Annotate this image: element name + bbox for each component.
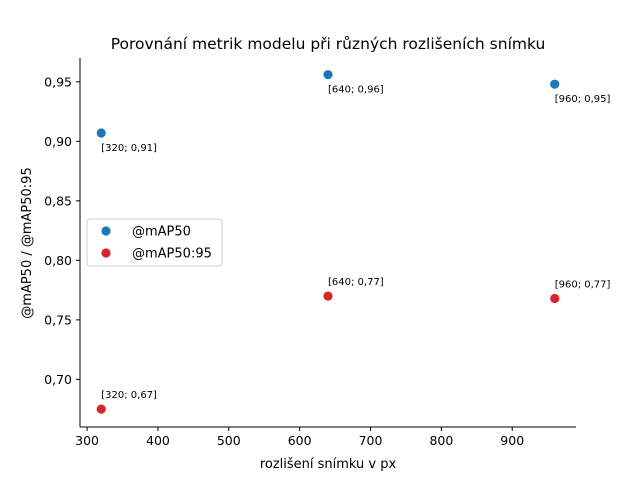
y-tick-label: 0,95 xyxy=(44,74,72,89)
scatter-point xyxy=(550,293,560,304)
data-labels: [320; 0,91] [640; 0,96] [960; 0,95] [320; 0… xyxy=(101,85,610,401)
axes xyxy=(79,58,576,428)
y-tick-label: 0,75 xyxy=(44,312,72,327)
scatter-point xyxy=(550,79,560,89)
data-label: [640; 0,96] xyxy=(328,85,384,96)
data-label: [640; 0,77] xyxy=(328,277,384,288)
x-tick-label: 700 xyxy=(359,433,383,448)
y-tick-label: 0,85 xyxy=(44,193,72,208)
x-axis-label: rozlišení snímku v px xyxy=(260,457,397,472)
y-tick-label: 0,70 xyxy=(44,372,72,387)
x-tick-label: 500 xyxy=(217,433,241,448)
data-label: [320; 0,67] xyxy=(101,390,157,401)
y-tick-label: 0,80 xyxy=(44,253,72,268)
y-axis-label: @mAP50 / @mAP50:95 xyxy=(20,167,35,318)
data-label: [960; 0,77] xyxy=(555,279,611,290)
scatter-point xyxy=(96,128,106,138)
x-tick-label: 400 xyxy=(146,433,170,448)
legend-marker xyxy=(101,226,111,236)
x-tick-label: 800 xyxy=(429,433,453,448)
scatter-point xyxy=(323,291,333,301)
scatter-point xyxy=(323,70,333,80)
data-label: [320; 0,91] xyxy=(101,143,157,154)
data-label: [960; 0,95] xyxy=(555,94,611,105)
legend-box xyxy=(86,218,223,267)
legend-marker xyxy=(101,248,111,258)
y-tick-label: 0,90 xyxy=(44,134,72,149)
legend: @mAP50 @mAP50:95 xyxy=(86,218,223,267)
x-tick-label: 900 xyxy=(500,433,524,448)
x-tick-label: 300 xyxy=(75,433,99,448)
x-tick-label: 600 xyxy=(288,433,312,448)
data-points xyxy=(96,70,560,414)
axis-ticks: 300 400 500 600 700 800 900 0,70 0,75 0,80 0,85 0,9… xyxy=(44,74,524,448)
legend-label: @mAP50 xyxy=(132,225,191,240)
chart-title: Porovnání metrik modelu při různých rozl… xyxy=(111,35,546,53)
legend-label: @mAP50:95 xyxy=(132,247,212,262)
scatter-point xyxy=(96,404,106,414)
